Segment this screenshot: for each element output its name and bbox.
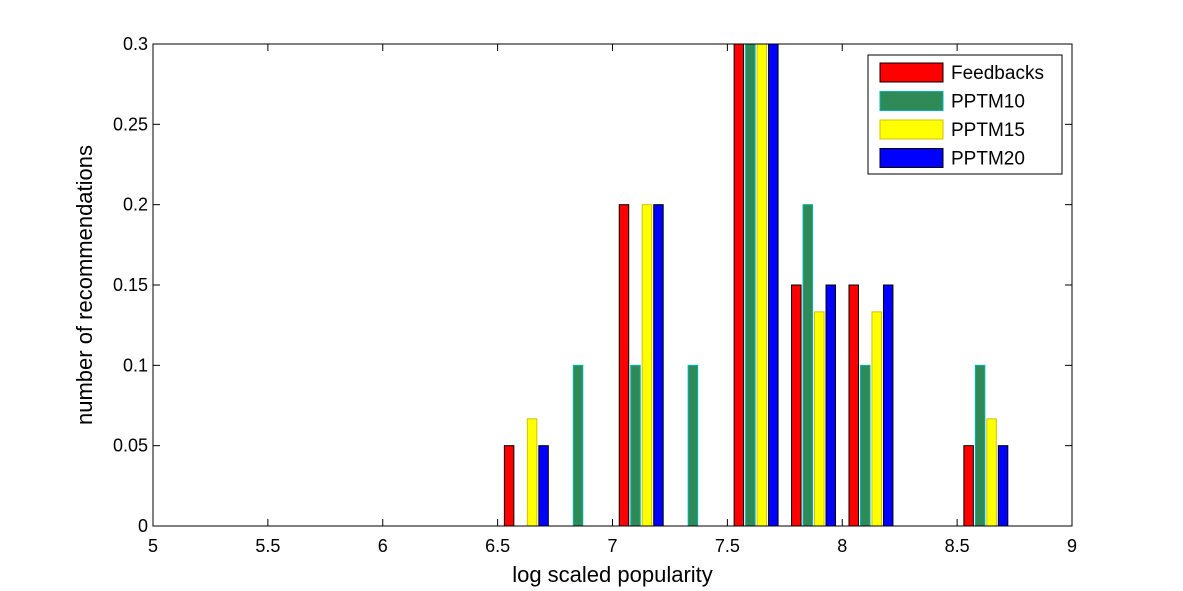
bar-pptm10-10: [745, 43, 756, 527]
bar-pptm15-8: [641, 204, 653, 527]
x-tick-label: 9: [1067, 536, 1077, 556]
bar-feedbacks-12: [848, 284, 859, 527]
bar-pptm20-12: [882, 284, 894, 527]
bar-pptm10-12: [859, 364, 871, 527]
legend-swatch-feedbacks: [879, 62, 944, 83]
x-tick-label: 7: [607, 536, 617, 556]
bar-pptm20-6: [538, 445, 549, 527]
bar-pptm15-6: [526, 418, 538, 527]
legend-swatch-pptm20: [879, 148, 944, 168]
bar-pptm20-14: [997, 445, 1009, 527]
bar-pptm15-12: [871, 311, 882, 527]
y-tick-label: 0.1: [123, 355, 148, 375]
bar-feedbacks-8: [618, 204, 630, 527]
x-axis-ticks: 5 5.5 6 6.5 7 7.5 8 8.5 9: [148, 44, 1077, 556]
y-axis-ticks: 0 0.05 0.1 0.15 0.2 0.25 0.3: [113, 34, 1072, 536]
legend-label-pptm15: PPTM15: [951, 120, 1025, 141]
x-tick-label: 6: [378, 536, 388, 556]
legend: Feedbacks PPTM10 PPTM15 PPTM20: [867, 54, 1063, 175]
x-tick-label: 8: [837, 536, 847, 556]
bar-pptm20-10: [768, 43, 779, 527]
bar-pptm10-8: [630, 364, 641, 527]
y-tick-label: 0.05: [113, 436, 148, 456]
bar-pptm10-11: [802, 204, 814, 527]
x-tick-label: 7.5: [715, 536, 740, 556]
legend-label-pptm20: PPTM20: [951, 149, 1025, 170]
bar-pptm10-9: [687, 364, 699, 527]
bar-pptm15-11: [814, 311, 825, 527]
bar-pptm10-7: [572, 364, 584, 527]
y-tick-label: 0.3: [123, 34, 148, 54]
x-axis-label: log scaled popularity: [512, 562, 713, 587]
x-tick-label: 5.5: [255, 536, 280, 556]
bar-feedbacks-6: [503, 445, 515, 527]
bar-pptm15-10: [756, 43, 768, 527]
x-tick-label: 6.5: [485, 536, 510, 556]
bars-layer: [503, 43, 1009, 527]
bar-feedbacks-14: [963, 445, 974, 527]
x-tick-label: 8.5: [945, 536, 970, 556]
bar-pptm15-14: [986, 418, 997, 527]
y-tick-label: 0.25: [113, 114, 148, 134]
y-tick-label: 0: [138, 516, 148, 536]
bar-pptm20-8: [653, 204, 664, 527]
x-tick-label: 5: [148, 536, 158, 556]
bar-pptm10-14: [974, 364, 986, 527]
legend-swatch-pptm15: [879, 119, 944, 140]
y-axis-label: number of recommendations: [72, 145, 97, 425]
bar-feedbacks-11: [791, 284, 802, 527]
legend-label-feedbacks: Feedbacks: [951, 63, 1044, 84]
legend-label-pptm10: PPTM10: [951, 92, 1025, 113]
legend-swatch-pptm10: [879, 91, 944, 111]
bar-pptm20-11: [825, 284, 837, 527]
y-tick-label: 0.2: [123, 195, 148, 215]
bar-feedbacks-10: [733, 43, 745, 527]
y-tick-label: 0.15: [113, 275, 148, 295]
